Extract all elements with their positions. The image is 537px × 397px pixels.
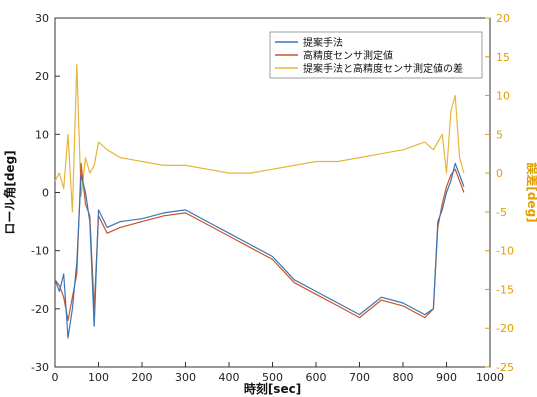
right-tick-label: -5 — [496, 206, 507, 219]
x-tick-label: 600 — [306, 371, 327, 384]
left-tick-label: -10 — [31, 245, 49, 258]
left-tick-label: 30 — [35, 12, 49, 25]
x-tick-label: 500 — [262, 371, 283, 384]
x-tick-label: 400 — [219, 371, 240, 384]
right-tick-label: -10 — [496, 245, 514, 258]
right-axis-ticks: -25 -20 -15 -10 -5 0 5 10 15 20 — [485, 12, 514, 374]
y-axis-label: ロール角[deg] — [2, 150, 17, 234]
right-tick-label: 5 — [496, 128, 503, 141]
right-tick-label: -20 — [496, 322, 514, 335]
x-tick-label: 100 — [88, 371, 109, 384]
left-tick-label: -20 — [31, 303, 49, 316]
left-tick-label: -30 — [31, 361, 49, 374]
legend-label-difference: 提案手法と高精度センサ測定値の差 — [303, 62, 463, 75]
left-axis-ticks: -30 -20 -10 0 10 20 30 — [31, 12, 60, 374]
right-tick-label: -25 — [496, 361, 514, 374]
right-tick-label: 10 — [496, 90, 510, 103]
left-tick-label: 0 — [42, 187, 49, 200]
series-line-2 — [54, 63, 465, 213]
right-tick-label: -15 — [496, 283, 514, 296]
legend: 提案手法 高精度センサ測定値 提案手法と高精度センサ測定値の差 — [269, 31, 483, 79]
legend-label-sensor: 高精度センサ測定値 — [303, 49, 393, 62]
x-tick-label: 300 — [175, 371, 196, 384]
x-tick-label: 1000 — [476, 371, 504, 384]
y2-axis-label: 誤差[deg] — [525, 162, 537, 222]
series-layer — [54, 63, 465, 339]
x-tick-label: 800 — [393, 371, 414, 384]
left-tick-label: 10 — [35, 128, 49, 141]
right-tick-label: 15 — [496, 51, 510, 64]
legend-box — [269, 31, 483, 79]
legend-label-proposed: 提案手法 — [303, 36, 343, 49]
x-axis-label: 時刻[sec] — [244, 381, 301, 396]
x-tick-label: 700 — [349, 371, 370, 384]
x-tick-label: 0 — [52, 371, 59, 384]
right-tick-label: 0 — [496, 167, 503, 180]
left-tick-label: 20 — [35, 70, 49, 83]
series-line-0 — [54, 162, 465, 339]
x-tick-label: 200 — [132, 371, 153, 384]
x-tick-label: 900 — [436, 371, 457, 384]
x-axis-ticks: 0 100 200 300 400 500 600 700 800 900 1000 — [52, 362, 504, 384]
right-tick-label: 20 — [496, 12, 510, 25]
